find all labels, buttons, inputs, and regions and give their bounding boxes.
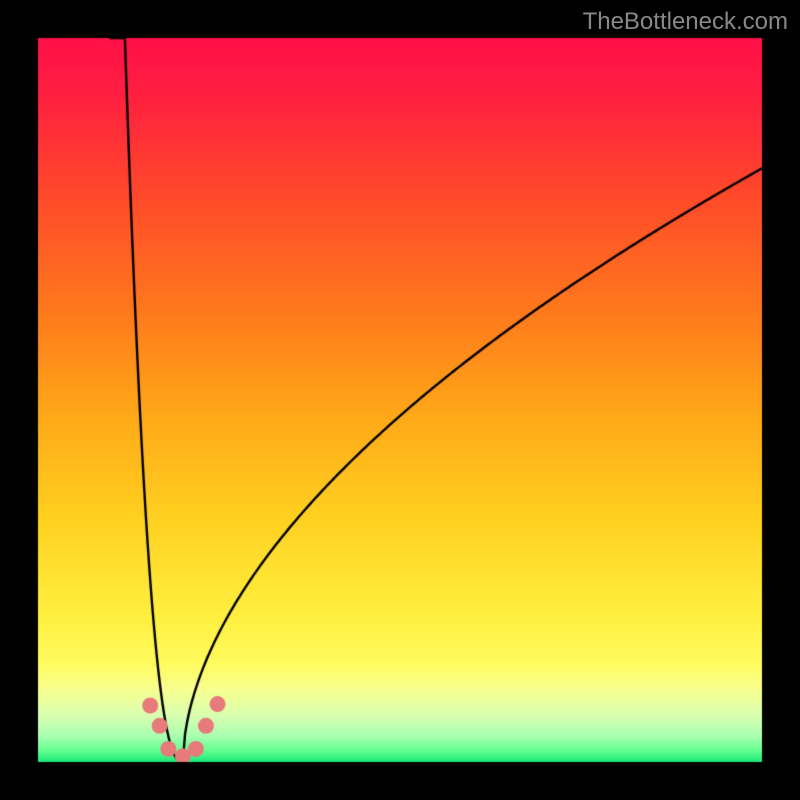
stage: TheBottleneck.com <box>0 0 800 800</box>
watermark-text: TheBottleneck.com <box>583 8 788 36</box>
chart-canvas <box>0 0 800 800</box>
